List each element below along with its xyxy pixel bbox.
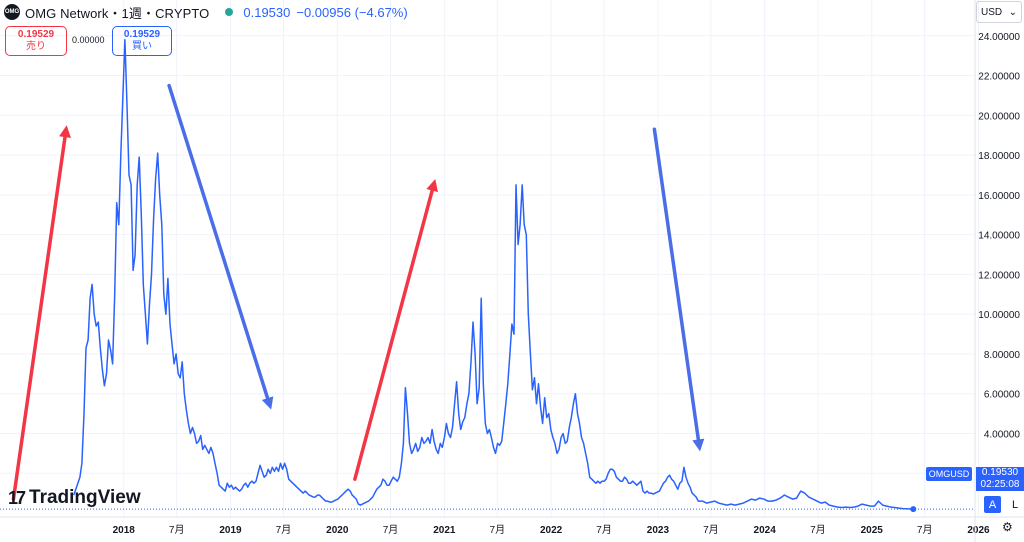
x-tick-label: 2020 (326, 525, 349, 536)
x-tick-label: 7月 (383, 524, 399, 536)
arrow-head (261, 396, 274, 410)
x-tick-label: 2022 (540, 525, 563, 536)
x-tick-label: 7月 (703, 524, 719, 536)
y-tick-label: 14.00000 (978, 231, 1020, 242)
x-tick-label: 2021 (433, 525, 456, 536)
x-tick-label: 2019 (219, 525, 242, 536)
symbol-title[interactable]: OMG Network・1週・CRYPTO (25, 5, 210, 21)
last-price: 0.19530 (243, 4, 291, 20)
tradingview-name: TradingView (29, 487, 141, 508)
arrow-down (652, 127, 705, 452)
y-tick-label: 12.00000 (978, 270, 1020, 281)
arrow-up (11, 125, 71, 501)
y-tick-label: 18.00000 (978, 151, 1020, 162)
chart-grid (0, 0, 980, 517)
y-tick-label: 8.00000 (984, 350, 1021, 361)
x-tick-label: 2024 (754, 525, 777, 536)
arrow-shaft (167, 83, 270, 400)
y-tick-label: 24.00000 (978, 32, 1020, 43)
x-tick-label: 7月 (810, 524, 826, 536)
bar-countdown: 02:25:08 (980, 479, 1020, 490)
x-tick-label: 2023 (647, 525, 670, 536)
arrow-up (353, 178, 438, 481)
currency-label: USD (981, 6, 1003, 18)
chevron-down-icon: ⌄ (1008, 6, 1017, 18)
omg-logo-icon: OMG (4, 4, 20, 20)
buy-label: 買い (132, 41, 152, 52)
arrow-shaft (11, 135, 67, 501)
arrow-head (692, 438, 705, 452)
sell-button[interactable]: 0.19529 売り (5, 26, 67, 56)
arrow-down (167, 83, 274, 410)
y-tick-label: 4.00000 (984, 429, 1021, 440)
gear-icon[interactable]: ⚙ (1002, 520, 1013, 534)
price-line (72, 39, 914, 510)
y-tick-label: 16.00000 (978, 191, 1020, 202)
sell-price: 0.19529 (17, 29, 55, 40)
x-tick-label: 7月 (169, 524, 185, 536)
arrow-head (59, 125, 71, 138)
symbol-badge: OMGUSD (926, 467, 972, 481)
buy-price: 0.19529 (123, 29, 161, 40)
buy-button[interactable]: 0.19529 買い (112, 26, 172, 56)
x-tick-label: 7月 (276, 524, 292, 536)
x-tick-label: 7月 (917, 524, 933, 536)
arrow-head (426, 178, 438, 193)
log-scale-button[interactable]: L (1011, 498, 1019, 511)
arrow-shaft (652, 127, 701, 442)
y-tick-label: 20.00000 (978, 111, 1020, 122)
x-tick-label: 2025 (861, 525, 884, 536)
x-tick-label: 2018 (113, 525, 136, 536)
tradingview-logo[interactable]: 17 TradingView (8, 487, 141, 509)
last-price-dot (910, 506, 917, 513)
last-price-label: 0.19530 02:25:08 (976, 467, 1024, 491)
y-tick-label: 22.00000 (978, 72, 1020, 83)
currency-select[interactable]: USD ⌄ (976, 1, 1022, 23)
last-price-value: 0.19530 (981, 467, 1019, 478)
price-change: −0.00956 (−4.67%) (296, 4, 408, 20)
spread-value: 0.00000 (72, 35, 105, 45)
annotation-arrows (11, 83, 705, 501)
price-series (72, 39, 917, 513)
x-tick-label: 7月 (490, 524, 506, 536)
arrow-shaft (353, 188, 434, 481)
auto-scale-button[interactable]: A (984, 496, 1001, 513)
x-tick-label: 7月 (596, 524, 612, 536)
tradingview-mark-icon: 17 (8, 487, 26, 508)
x-tick-label: 2026 (967, 525, 990, 536)
y-tick-label: 6.00000 (984, 390, 1021, 401)
market-status-dot (225, 8, 234, 16)
symbol-header: OMG OMG Network・1週・CRYPTO 0.19530 −0.009… (0, 0, 408, 24)
sell-label: 売り (26, 41, 46, 52)
y-tick-label: 10.00000 (978, 310, 1020, 321)
